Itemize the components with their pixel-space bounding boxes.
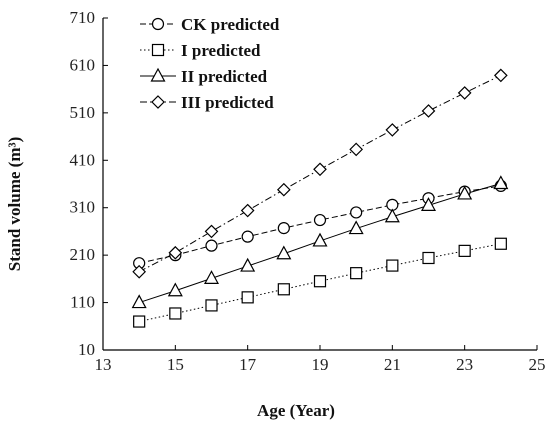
legend-label: CK predicted <box>181 15 280 34</box>
x-tick-label: 25 <box>529 355 546 374</box>
y-tick-label: 110 <box>70 293 95 312</box>
data-point <box>312 232 328 247</box>
data-point <box>313 275 327 288</box>
data-point <box>204 224 219 239</box>
legend-label: III predicted <box>181 93 274 112</box>
data-point <box>457 185 473 200</box>
data-point <box>386 259 399 272</box>
data-point <box>493 175 509 190</box>
y-tick-label: 710 <box>70 8 96 27</box>
data-point <box>169 307 182 320</box>
legend-label: I predicted <box>181 41 261 60</box>
data-point <box>240 257 256 272</box>
data-point <box>421 104 436 118</box>
data-point <box>494 237 507 250</box>
legend-marker <box>151 95 165 109</box>
legend-marker <box>151 17 165 31</box>
data-point <box>131 294 147 309</box>
y-tick-label: 510 <box>70 103 96 122</box>
x-tick-label: 17 <box>239 355 257 374</box>
legend: CK predicted I predicted II predicted III p… <box>140 15 280 112</box>
data-point <box>493 68 508 83</box>
y-axis-label: Stand volume (m³) <box>5 137 24 272</box>
data-point <box>277 222 290 235</box>
data-point <box>240 203 255 218</box>
x-tick-label: 19 <box>312 355 329 374</box>
data-point <box>132 264 147 279</box>
data-point <box>385 123 400 137</box>
data-point <box>384 208 400 223</box>
y-tick-label: 310 <box>70 198 96 217</box>
data-point <box>350 206 363 219</box>
x-axis-label: Age (Year) <box>257 401 335 420</box>
data-point <box>277 283 290 296</box>
x-tick-label: 21 <box>384 355 401 374</box>
data-point <box>203 270 220 284</box>
data-point <box>422 251 435 265</box>
data-point <box>205 299 218 312</box>
data-point <box>457 86 472 100</box>
data-point <box>458 244 471 257</box>
y-tick-label: 410 <box>70 150 96 169</box>
data-point <box>348 220 364 235</box>
data-point <box>168 245 183 260</box>
legend-label: II predicted <box>181 67 268 86</box>
legend-marker <box>151 43 165 57</box>
y-tick-label: 210 <box>70 245 96 264</box>
data-point <box>205 239 218 252</box>
x-tick-label: 13 <box>95 355 112 374</box>
x-tick-label: 23 <box>456 355 473 374</box>
data-point <box>313 213 327 227</box>
data-point <box>420 197 437 211</box>
y-tick-label: 10 <box>78 340 95 359</box>
data-point <box>350 267 363 280</box>
data-point <box>276 245 292 260</box>
data-point <box>133 315 146 328</box>
data-point <box>241 230 254 243</box>
data-point <box>349 142 364 157</box>
legend-marker <box>150 67 166 82</box>
data-point <box>313 162 327 177</box>
data-point <box>241 291 254 304</box>
series-markers <box>131 68 509 328</box>
x-tick-label: 15 <box>167 355 184 374</box>
y-tick-label: 610 <box>70 55 96 74</box>
data-point <box>167 282 183 297</box>
data-point <box>276 182 291 197</box>
axes: 10 110 210 310 410 510 610 710 13 15 17 19 21 23 25 <box>70 8 546 374</box>
